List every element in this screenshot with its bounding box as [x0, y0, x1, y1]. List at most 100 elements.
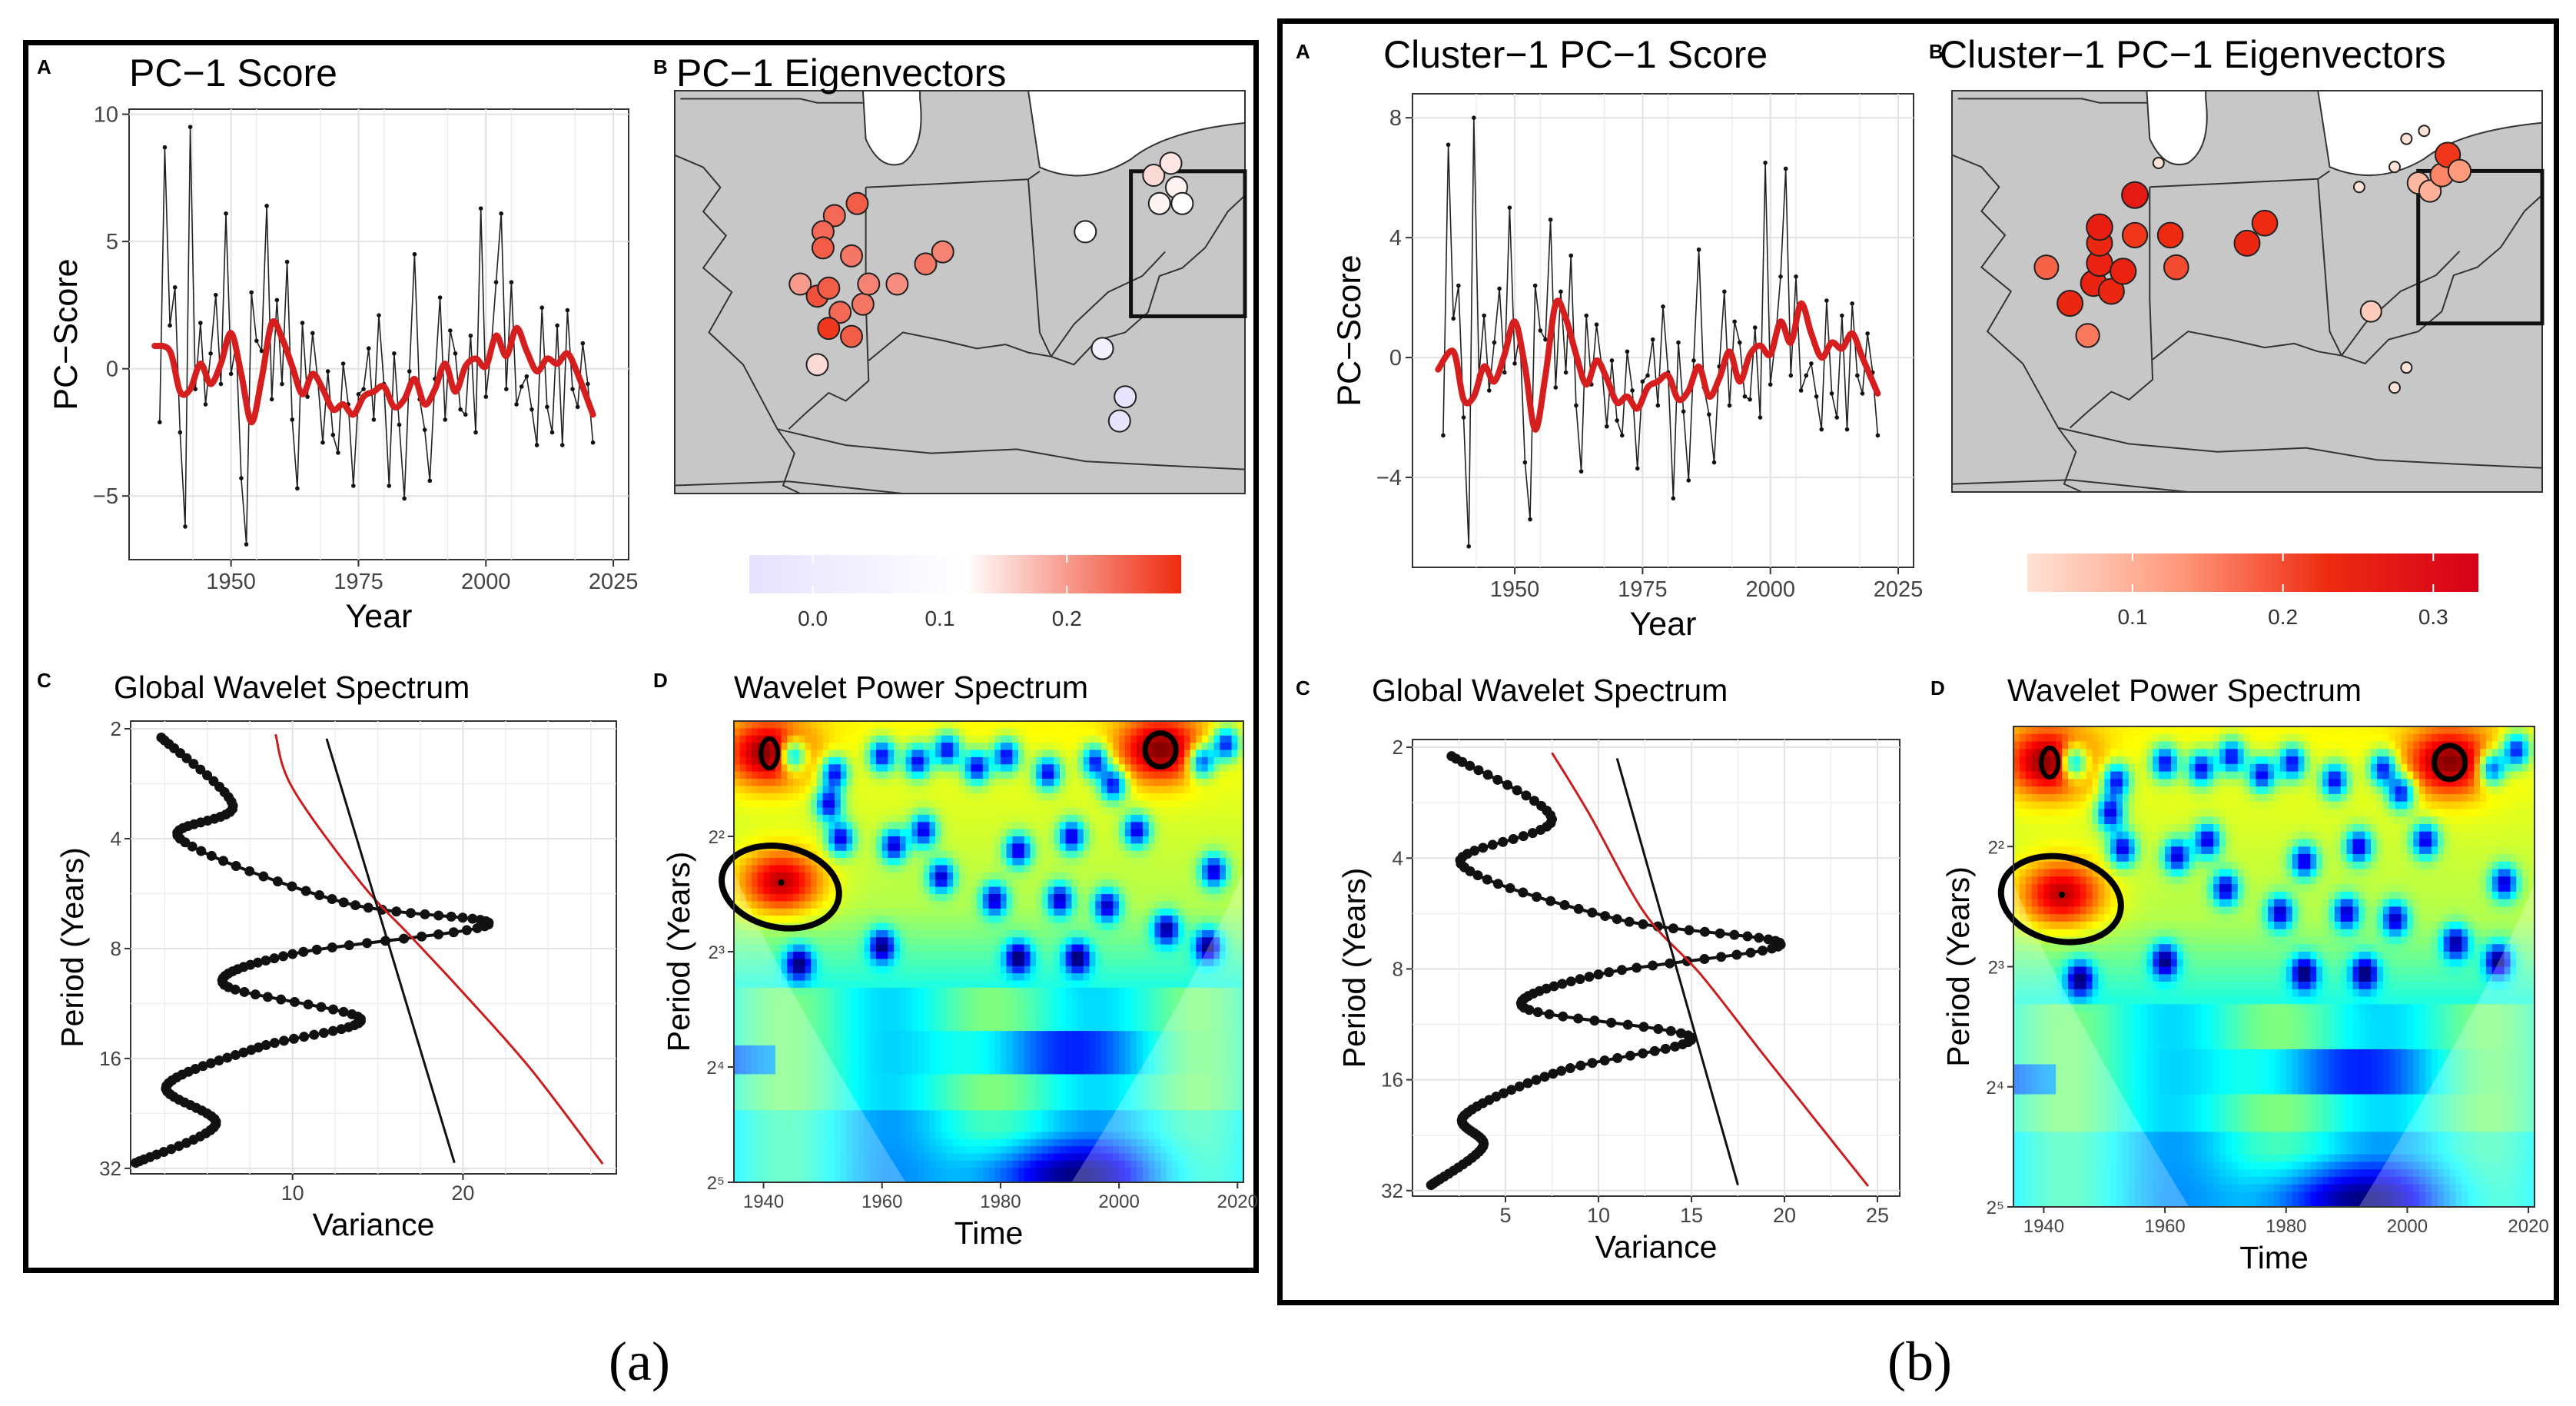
station-point — [805, 353, 829, 377]
heat-cell — [798, 750, 806, 758]
heat-cell — [734, 886, 741, 895]
heat-cell — [870, 901, 877, 909]
heat-cell — [929, 901, 936, 909]
data-point — [443, 417, 448, 422]
heat-cell — [1071, 1132, 1078, 1140]
heat-cell — [1154, 850, 1161, 859]
heat-cell — [1089, 858, 1096, 866]
heat-cell — [911, 901, 918, 909]
heat-cell — [1047, 1016, 1054, 1025]
heat-cell — [739, 1102, 746, 1111]
heat-cell — [1018, 959, 1025, 967]
heat-cell — [1154, 800, 1161, 809]
state-border — [1050, 251, 1166, 357]
heat-cell — [1060, 980, 1067, 989]
heat-cell — [935, 771, 942, 779]
heat-cell — [739, 764, 746, 773]
heat-cell — [905, 771, 912, 779]
heat-cell — [971, 886, 978, 895]
heat-cell — [1054, 1125, 1061, 1132]
heat-cell — [752, 929, 759, 938]
heat-cell — [941, 980, 948, 989]
heat-cell — [1119, 894, 1126, 902]
heat-cell — [905, 1132, 912, 1140]
heat-cell — [1060, 1031, 1067, 1039]
heat-cell — [798, 944, 806, 952]
heat-cell — [964, 944, 971, 952]
heat-cell — [1024, 894, 1031, 902]
heat-cell — [1012, 728, 1019, 736]
heat-cell — [881, 1138, 888, 1147]
heat-cell — [1124, 858, 1132, 866]
heat-cell — [816, 771, 824, 779]
heat-cell — [1113, 929, 1120, 938]
heat-cell — [1101, 1052, 1108, 1061]
heat-cell — [1054, 901, 1061, 909]
station-point — [1142, 164, 1166, 188]
heat-cell — [894, 807, 901, 816]
heat-cell — [781, 850, 788, 859]
data-point — [362, 938, 373, 949]
heat-cell — [864, 843, 871, 852]
heat-cell — [994, 756, 1001, 765]
heat-cell — [988, 850, 995, 859]
heat-cell — [941, 973, 948, 982]
heat-cell — [1142, 872, 1150, 880]
heat-cell — [988, 1002, 995, 1010]
heat-cell — [1154, 793, 1161, 801]
heat-cell — [929, 1110, 936, 1118]
heat-cell — [1054, 1067, 1061, 1075]
heat-cell — [1030, 894, 1037, 902]
x-tick-label: 10 — [281, 1182, 304, 1205]
data-point — [356, 392, 361, 397]
data-point — [224, 211, 228, 216]
heat-cell — [1054, 1031, 1061, 1039]
heat-cell — [1041, 901, 1049, 909]
heat-cell — [905, 764, 912, 773]
data-point — [325, 369, 330, 374]
heat-cell — [888, 952, 895, 959]
heat-cell — [1006, 858, 1013, 866]
heat-cell — [959, 756, 966, 765]
heat-cell — [835, 750, 842, 758]
heat-cell — [899, 894, 907, 902]
heat-cell — [929, 944, 936, 952]
heat-cell — [852, 1067, 859, 1075]
heat-cell — [1101, 929, 1108, 938]
heat-cell — [1041, 829, 1049, 837]
heat-cell — [846, 987, 853, 996]
heat-cell — [1095, 1089, 1102, 1097]
heat-cell — [923, 1153, 930, 1162]
heat-cell — [1137, 865, 1144, 873]
heat-cell — [977, 1031, 984, 1039]
heat-cell — [1148, 886, 1155, 895]
heat-cell — [1095, 764, 1102, 773]
heat-cell — [1000, 1138, 1007, 1147]
heat-cell — [1000, 995, 1007, 1003]
heat-cell — [977, 721, 984, 729]
heat-cell — [763, 779, 770, 786]
heat-cell — [840, 822, 848, 830]
heat-cell — [1065, 901, 1072, 909]
heat-cell — [982, 922, 990, 931]
heat-cell — [835, 944, 842, 952]
heat-cell — [1018, 728, 1025, 736]
heat-cell — [988, 829, 995, 837]
heat-cell — [1018, 807, 1025, 816]
heat-cell — [923, 800, 930, 809]
heat-cell — [1101, 1059, 1108, 1068]
heat-cell — [994, 1138, 1001, 1147]
heat-cell — [971, 822, 978, 830]
heat-cell — [846, 1045, 853, 1053]
heat-cell — [1006, 1031, 1013, 1039]
heat-cell — [977, 743, 984, 751]
heat-cell — [798, 728, 806, 736]
heat-cell — [929, 743, 936, 751]
heat-cell — [1065, 829, 1072, 837]
heat-cell — [1089, 886, 1096, 895]
heat-cell — [816, 1023, 824, 1032]
heat-cell — [752, 872, 759, 880]
heat-cell — [1041, 1146, 1049, 1155]
heat-cell — [929, 764, 936, 773]
data-point — [174, 1141, 184, 1152]
